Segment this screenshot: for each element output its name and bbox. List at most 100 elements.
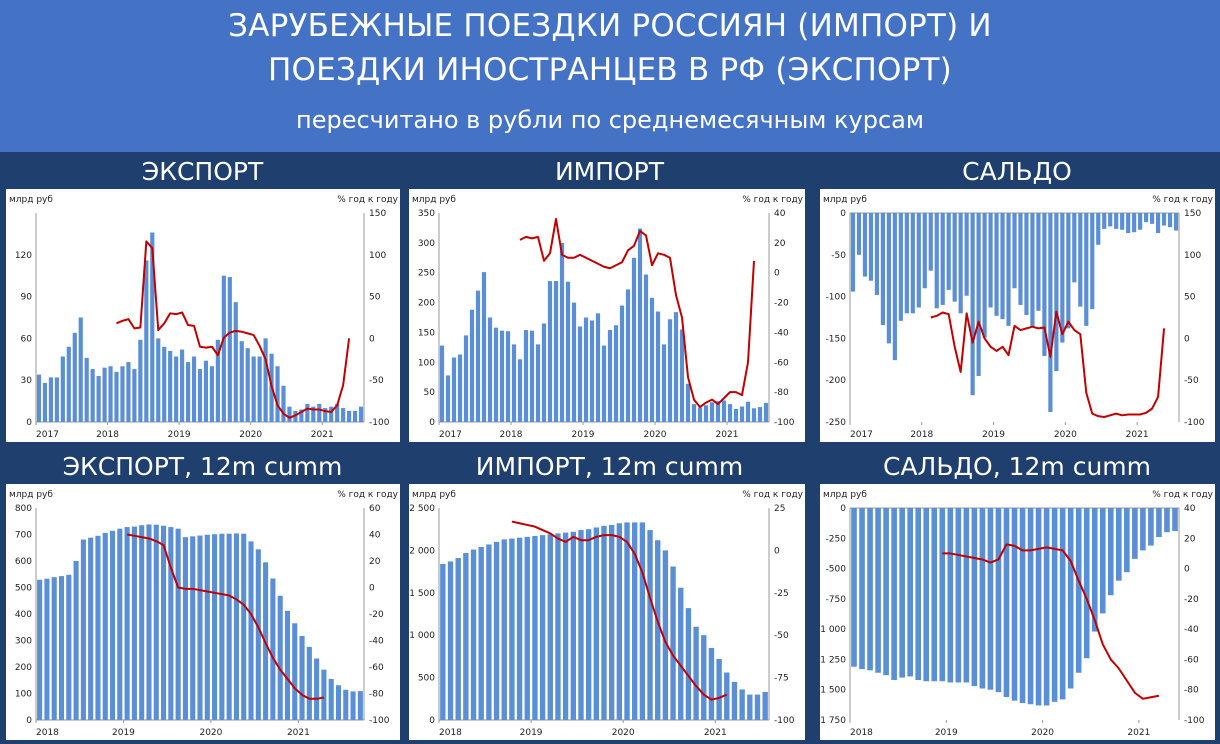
y-tick-label: 90 (21, 293, 33, 303)
bar (923, 508, 930, 682)
y2-tick-label: -100 (774, 418, 795, 428)
y2-tick-label: 0 (1184, 565, 1190, 575)
bar (693, 626, 699, 720)
bar (547, 534, 553, 720)
bar (299, 636, 305, 720)
bar (174, 356, 179, 422)
x-tick-label: 2020 (1031, 728, 1054, 738)
x-tick-label: 2018 (500, 430, 523, 440)
bar (1107, 508, 1114, 596)
bar (565, 281, 571, 422)
y2-tick-label: 100 (1184, 251, 1201, 261)
y-tick-label: -250 (826, 418, 847, 428)
bar (655, 540, 661, 720)
bar (1090, 213, 1095, 310)
bar (577, 326, 583, 422)
bar (731, 681, 738, 720)
y2-tick-label: -80 (369, 690, 384, 700)
bar (751, 408, 757, 422)
bar (1051, 508, 1058, 702)
bar (1161, 213, 1167, 226)
x-tick-label: 2020 (612, 728, 635, 738)
y-tick-label: -1 500 (820, 686, 846, 696)
bar (562, 532, 569, 720)
x-tick-label: 2021 (311, 430, 334, 440)
y2-tick-label: -75 (774, 674, 789, 684)
bar (162, 346, 167, 422)
bar (541, 323, 547, 422)
bar (191, 356, 197, 422)
bar (180, 349, 185, 422)
bar (463, 335, 469, 422)
bar (168, 527, 174, 720)
bar (1048, 213, 1053, 412)
y2-tick-label: -60 (1184, 655, 1199, 665)
bar (204, 534, 210, 720)
bar (934, 213, 939, 309)
bar (916, 213, 921, 308)
bar (1148, 508, 1154, 546)
bar (1138, 213, 1143, 230)
left-unit-label: млрд руб (9, 490, 53, 500)
bar (608, 524, 615, 720)
bar (51, 577, 57, 720)
bar (1042, 213, 1047, 356)
bar (299, 409, 304, 422)
right-unit-label: % год к году (1152, 195, 1213, 205)
bar (439, 345, 445, 422)
bar (970, 213, 975, 396)
y-tick-label: -250 (826, 534, 847, 544)
y-tick-label: 400 (15, 610, 32, 620)
bar (478, 547, 484, 720)
bar (1124, 508, 1130, 573)
left-unit-label: млрд руб (823, 490, 867, 500)
bar (724, 672, 730, 720)
bar (892, 213, 897, 361)
y-tick-label: 300 (418, 239, 435, 249)
bar (952, 213, 957, 302)
bar (226, 533, 232, 720)
bar (637, 228, 643, 422)
y2-tick-label: -50 (1184, 376, 1199, 386)
y2-tick-label: -50 (369, 376, 384, 386)
bar (350, 691, 356, 720)
bar (139, 525, 145, 720)
bar (255, 549, 261, 720)
y-tick-label: -1 000 (820, 625, 846, 635)
bar (251, 356, 256, 422)
y-tick-label: -1 750 (820, 716, 846, 726)
bar (475, 290, 481, 422)
x-tick-label: 2018 (36, 728, 59, 738)
bar (1149, 213, 1155, 224)
y-tick-label: 100 (418, 358, 435, 368)
y2-tick-label: -100 (1184, 716, 1205, 726)
bar (982, 213, 987, 338)
bar (447, 561, 454, 720)
bar (632, 522, 638, 720)
bar (96, 376, 101, 422)
bar (891, 508, 897, 681)
bar (697, 407, 703, 422)
bar (1030, 213, 1035, 327)
bar (292, 623, 298, 720)
y2-tick-label: -40 (369, 637, 384, 647)
bar (559, 242, 565, 422)
bar (524, 536, 530, 720)
right-unit-label: % год к году (337, 490, 398, 500)
y-tick-label: 300 (15, 637, 32, 647)
bar (1099, 508, 1106, 614)
bar (335, 685, 342, 720)
bar (469, 309, 475, 422)
bar (979, 508, 986, 689)
y-tick-label: 0 (26, 418, 32, 428)
bar (708, 647, 715, 720)
bar (859, 508, 865, 670)
bar (1000, 213, 1005, 320)
bar (1108, 213, 1113, 227)
bar (867, 508, 873, 671)
bar (44, 578, 50, 720)
bar (287, 406, 292, 422)
bar (994, 213, 999, 316)
bar (904, 213, 909, 314)
bar (131, 526, 137, 720)
